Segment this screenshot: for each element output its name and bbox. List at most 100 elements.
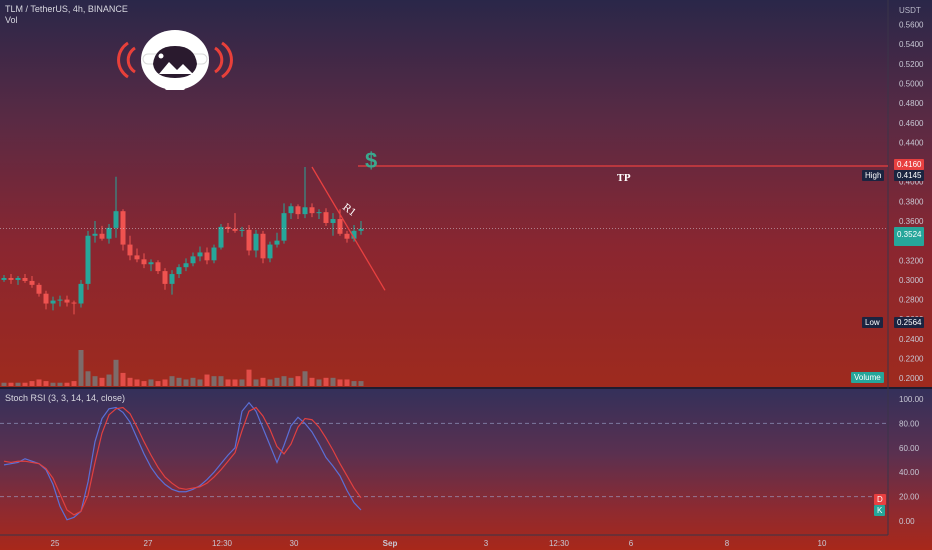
time-tick-label: Sep (383, 539, 398, 548)
volume-bar (176, 377, 182, 386)
volume-bar (232, 379, 238, 386)
volume-bar (134, 379, 140, 386)
candle-body (260, 233, 266, 259)
volume-bar (50, 382, 56, 386)
volume-bar (358, 381, 364, 386)
volume-bar (29, 381, 35, 386)
volume-bars (1, 350, 364, 386)
candle-body (141, 259, 147, 265)
candle-body (8, 277, 14, 280)
tp-label: TP (617, 174, 631, 184)
stoch-rsi-lines (0, 401, 888, 521)
volume-bar (267, 379, 273, 386)
volume-bar (253, 379, 259, 386)
volume-bar (99, 377, 105, 386)
candle-body (71, 302, 77, 304)
candle-body (197, 252, 203, 257)
candle-body (127, 244, 133, 256)
candle-body (29, 280, 35, 285)
stoch-tick-label: 60.00 (899, 444, 920, 453)
candle-body (155, 262, 161, 272)
volume-bar (274, 377, 280, 386)
low-value-tag: 0.2564 (894, 317, 925, 328)
volume-tag: Volume (851, 372, 884, 383)
candle-body (92, 233, 98, 236)
volume-bar (246, 369, 252, 386)
axes: 0.5600 0.5400 0.5200 0.5000 0.4800 0.4600 0.44… (51, 21, 924, 548)
trendline-r1 (311, 166, 386, 291)
time-tick-label: 12:30 (212, 539, 233, 548)
candle-body (239, 229, 245, 231)
volume-bar (92, 376, 98, 386)
volume-legend[interactable]: Vol (5, 15, 18, 25)
candle-body (358, 228, 364, 231)
candle-body (344, 233, 350, 239)
volume-bar (8, 382, 14, 386)
stoch-d-line (3, 406, 362, 516)
candle-body (15, 277, 21, 280)
candle-body (211, 247, 217, 261)
volume-bar (85, 371, 91, 386)
time-tick-label: 27 (144, 539, 153, 548)
candle-body (57, 299, 63, 301)
candle-body (337, 219, 343, 234)
volume-bar (71, 381, 77, 386)
volume-bar (197, 379, 203, 386)
price-tick-label: 0.3800 (899, 197, 924, 206)
candle-body (148, 262, 154, 265)
volume-bar (1, 382, 7, 386)
candle-body (134, 255, 140, 260)
volume-bar (183, 379, 189, 386)
volume-bar (190, 377, 196, 386)
volume-bar (323, 377, 329, 386)
volume-bar (106, 374, 112, 386)
target-price-tag: 0.4160 (894, 159, 925, 170)
candle-body (351, 230, 357, 239)
astronaut-helmet-icon (117, 30, 233, 90)
time-tick-label: 10 (818, 539, 827, 548)
candle-body (281, 213, 287, 241)
volume-bar (260, 377, 266, 386)
stoch-tick-label: 0.00 (899, 517, 915, 526)
candle-body (330, 219, 336, 223)
volume-bar (330, 377, 336, 386)
stoch-k-line (3, 401, 362, 521)
volume-bar (351, 381, 357, 386)
volume-bar (337, 379, 343, 386)
candle-body (309, 207, 315, 214)
time-tick-label: 25 (51, 539, 60, 548)
price-tick-label: 0.5200 (899, 60, 924, 69)
volume-bar (148, 379, 154, 386)
candle-body (1, 277, 7, 280)
candle-body (169, 274, 175, 284)
volume-bar (309, 377, 315, 386)
candle-body (274, 240, 280, 245)
candle-body (43, 293, 49, 304)
candle-body (183, 263, 189, 268)
candle-body (204, 252, 210, 261)
symbol-legend[interactable]: TLM / TetherUS, 4h, BINANCE (5, 4, 128, 14)
volume-bar (295, 376, 301, 386)
volume-bar (15, 382, 21, 386)
candle-body (50, 300, 56, 304)
stoch-rsi-legend[interactable]: Stoch RSI (3, 3, 14, 14, close) (5, 393, 126, 403)
price-tick-label: 0.2800 (899, 296, 924, 305)
candle-body (253, 233, 259, 251)
high-value-tag: 0.4145 (894, 170, 925, 181)
price-tick-label: 0.4800 (899, 99, 924, 108)
candle-body (190, 256, 196, 264)
stoch-tick-label: 100.00 (899, 395, 924, 404)
time-tick-label: 12:30 (549, 539, 570, 548)
price-tick-label: 0.4600 (899, 119, 924, 128)
volume-bar (141, 381, 147, 386)
volume-bar (239, 379, 245, 386)
candle-body (295, 206, 301, 215)
candle-body (176, 267, 182, 275)
price-tick-label: 0.5600 (899, 21, 924, 30)
stoch-d-tag: D (874, 494, 886, 505)
volume-bar (78, 350, 84, 386)
volume-bar (344, 379, 350, 386)
candle-body (218, 226, 224, 248)
candle-body (64, 299, 70, 303)
